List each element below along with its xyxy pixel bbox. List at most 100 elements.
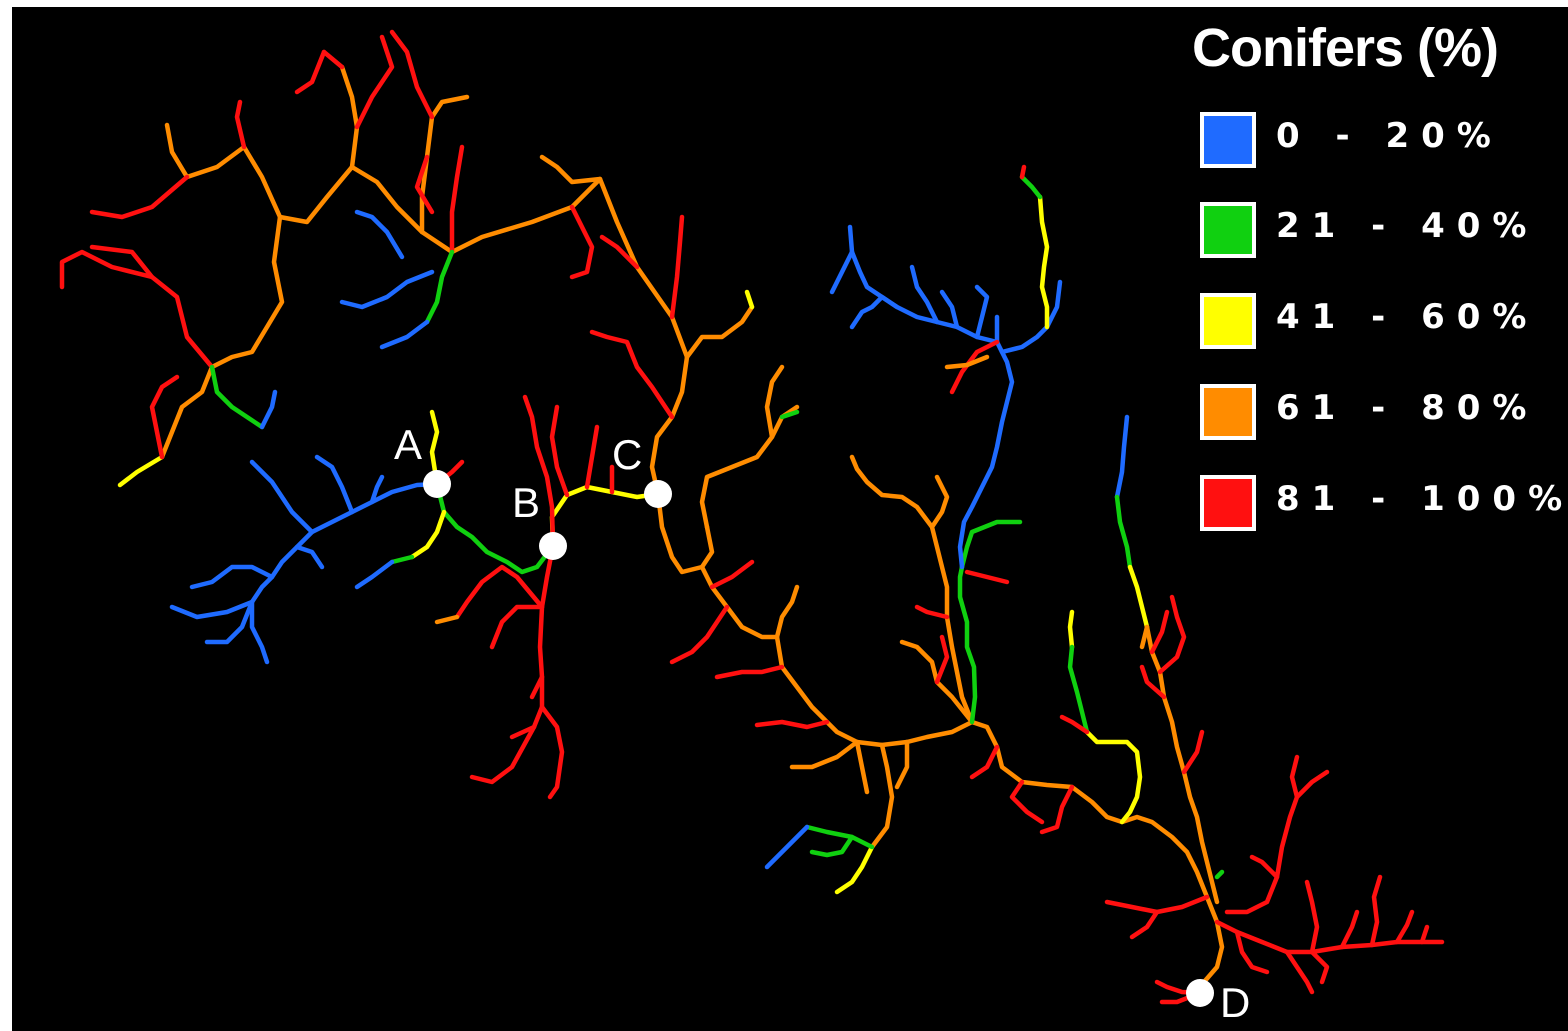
stream-segment: [974, 284, 990, 340]
stream-segment: [754, 719, 830, 730]
stream-segment: [539, 154, 603, 185]
stream-segment: [1289, 754, 1300, 800]
stream-segment: [934, 634, 950, 685]
stream-segment: [259, 389, 278, 430]
stream-segment: [89, 244, 155, 280]
stream-segment: [454, 564, 545, 620]
stream-segment: [539, 704, 565, 800]
stream-segment: [369, 474, 385, 505]
stream-segment: [204, 599, 255, 645]
stream-segment: [117, 454, 165, 488]
stream-segment: [1009, 779, 1045, 825]
stream-segment: [869, 742, 895, 850]
legend-swatch-red: [1200, 475, 1256, 531]
stream-segment: [1214, 919, 1445, 955]
stream-segment: [669, 604, 730, 665]
stream-segment: [709, 559, 755, 590]
stream-segment: [914, 604, 950, 620]
stream-segment: [314, 454, 355, 515]
stream-segment: [649, 354, 690, 497]
stream-segment: [1019, 164, 1027, 180]
stream-segment: [1129, 909, 1160, 940]
stream-segment: [434, 614, 460, 625]
stream-segment: [1419, 924, 1430, 945]
stream-segment: [854, 739, 870, 795]
stream-segment: [339, 64, 360, 170]
legend-item-61-80: 61 - 80%: [1200, 384, 1568, 442]
stream-segment: [964, 569, 1010, 585]
stream-segment: [419, 94, 470, 235]
stream-segment: [684, 304, 755, 360]
stream-segment: [714, 664, 785, 680]
stream-segment: [847, 224, 1000, 345]
stream-segment: [944, 354, 990, 370]
stream-segment: [379, 319, 430, 350]
stream-segment: [1224, 769, 1330, 915]
stream-segment: [569, 204, 595, 280]
stream-segment: [184, 144, 455, 255]
stream-segment: [189, 564, 275, 590]
stream-segment: [1309, 949, 1330, 985]
stream-segment: [1339, 909, 1360, 950]
stream-segment: [599, 234, 640, 270]
stream-segment: [849, 294, 900, 330]
stream-segment: [294, 49, 327, 95]
stream-segment: [509, 543, 556, 740]
stream-segment: [899, 639, 975, 725]
stream-segment: [449, 176, 690, 360]
stream-segment: [469, 724, 537, 785]
stream-segment: [929, 474, 950, 530]
legend-label: 0 - 20%: [1276, 116, 1503, 156]
stream-segment: [209, 364, 265, 430]
stream-segment: [549, 404, 570, 498]
stream-segment: [59, 249, 215, 370]
stream-segment: [669, 214, 685, 320]
stream-segment: [1394, 909, 1415, 945]
point-d-marker: [1186, 979, 1214, 1007]
stream-segment: [999, 279, 1063, 355]
stream-segment: [1084, 729, 1143, 825]
stream-segment: [1039, 784, 1075, 835]
stream-segment: [1059, 714, 1090, 735]
stream-segment: [294, 544, 325, 570]
point-a-label: A: [394, 421, 422, 468]
stream-segment: [249, 599, 270, 665]
legend-item-81-100: 81 - 100%: [1200, 475, 1568, 533]
point-b-label: B: [512, 479, 540, 526]
stream-segment: [1234, 929, 1270, 975]
point-c-label: C: [612, 431, 642, 478]
stream-segment: [939, 289, 960, 330]
stream-segment: [957, 339, 1015, 570]
stream-segment: [529, 674, 545, 700]
stream-segment: [321, 49, 345, 70]
stream-segment: [1369, 874, 1383, 948]
legend-swatch-yellow: [1200, 293, 1256, 349]
point-b-marker: [539, 532, 567, 560]
legend-item-41-60: 41 - 60%: [1200, 293, 1568, 351]
stream-segment: [1139, 664, 1167, 700]
stream-segment: [339, 269, 435, 310]
stream-segment: [957, 564, 978, 725]
stream-segment: [149, 374, 180, 460]
stream-segment: [1037, 194, 1050, 330]
stream-segment: [834, 844, 875, 895]
stream-segment: [1304, 879, 1320, 955]
stream-segment: [354, 34, 395, 130]
stream-segment: [774, 634, 1225, 996]
stream-segment: [424, 249, 455, 325]
stream-segment: [584, 424, 600, 490]
stream-segment: [699, 404, 800, 530]
point-d-label: D: [1220, 979, 1250, 1026]
stream-segment: [1284, 949, 1315, 995]
stream-segment: [589, 329, 675, 420]
stream-segment: [809, 834, 855, 858]
stream-segment: [789, 739, 860, 770]
stream-network-map: A B C D Conifers (%) 0 - 20% 21 - 40% 41…: [12, 7, 1568, 1031]
stream-segment: [1144, 624, 1220, 905]
stream-segment: [354, 559, 395, 590]
stream-segment: [1157, 594, 1187, 675]
legend-label: 41 - 60%: [1276, 297, 1539, 337]
stream-segment: [804, 824, 875, 850]
stream-segment: [764, 364, 785, 440]
stream-segment: [969, 744, 1000, 780]
